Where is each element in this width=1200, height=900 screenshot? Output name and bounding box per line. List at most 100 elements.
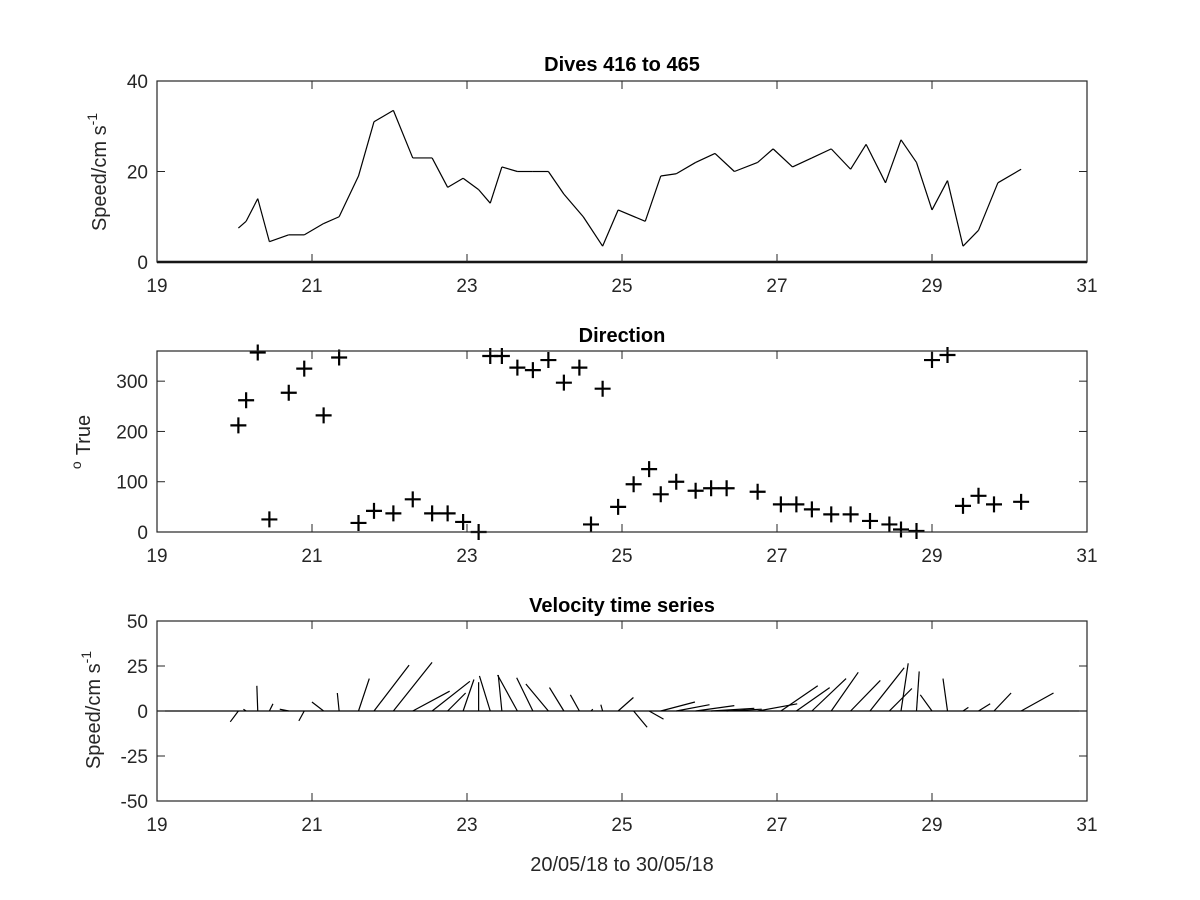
direction-point	[404, 491, 421, 508]
speed-xtick-label: 27	[766, 276, 787, 297]
speed-panel: Dives 416 to 465 Speed/cm s-1 19 21 23 25 27…	[84, 54, 1098, 297]
speed-line-segment	[830, 148, 852, 170]
speed-line-segment	[547, 171, 565, 195]
speed-line-segment	[644, 175, 662, 222]
velocity-stick	[243, 708, 247, 712]
velocity-ytick-label: 0	[137, 702, 148, 723]
speed-line-segment	[245, 198, 259, 222]
speed-line-segment	[447, 177, 464, 188]
velocity-stick	[279, 708, 289, 712]
speed-ytick-label: 20	[127, 163, 148, 184]
velocity-xtick-label: 19	[146, 815, 167, 836]
direction-point	[749, 483, 766, 500]
direction-point	[986, 496, 1002, 513]
velocity-stick	[431, 680, 471, 712]
direction-ytick-label: 0	[137, 523, 148, 544]
direction-xtick-label: 21	[301, 546, 322, 567]
direction-point	[571, 359, 588, 376]
speed-line-segment	[338, 175, 360, 218]
direction-point	[455, 513, 472, 530]
speed-line-segment	[660, 173, 677, 177]
speed-line-segment	[373, 109, 394, 123]
direction-point	[641, 461, 658, 478]
velocity-stick	[590, 708, 594, 712]
velocity-stick	[516, 677, 534, 712]
velocity-xtick-label: 25	[611, 815, 632, 836]
direction-panel-ylabel: oTrue	[68, 415, 95, 469]
direction-point	[652, 486, 669, 503]
speed-xtick-label: 31	[1076, 276, 1097, 297]
direction-point	[583, 516, 599, 533]
velocity-ytick-label: -25	[121, 747, 148, 768]
speed-line-segment	[946, 180, 964, 247]
speed-line-segment	[772, 148, 793, 168]
velocity-xtick-label: 29	[921, 815, 942, 836]
direction-point	[908, 522, 925, 539]
speed-line-segment	[811, 148, 832, 159]
direction-point	[1013, 493, 1030, 510]
direction-point	[939, 347, 956, 364]
velocity-stick	[1020, 692, 1054, 712]
velocity-stick	[229, 710, 239, 723]
velocity-stick	[757, 703, 798, 712]
speed-line-segment	[501, 166, 518, 173]
speed-line-segment	[462, 177, 479, 191]
velocity-stick	[497, 674, 518, 712]
direction-ytick-label: 100	[116, 473, 148, 494]
direction-panel-frame	[156, 350, 1088, 533]
direction-point	[594, 380, 611, 397]
direction-ytick-label: 300	[116, 372, 148, 393]
velocity-stick	[850, 679, 881, 712]
direction-point	[540, 352, 557, 369]
velocity-stick	[633, 710, 648, 728]
velocity-stick	[256, 685, 259, 712]
velocity-stick	[695, 705, 735, 712]
speed-line-segment	[269, 234, 289, 243]
direction-point	[718, 480, 735, 497]
direction-point	[331, 349, 348, 366]
speed-line-segment	[962, 229, 979, 247]
velocity-stick	[548, 687, 565, 712]
speed-line-segment	[357, 121, 375, 177]
velocity-xtick-label: 21	[301, 815, 322, 836]
direction-xtick-label: 27	[766, 546, 787, 567]
velocity-stick	[617, 697, 634, 712]
velocity-stick	[942, 678, 949, 712]
velocity-xtick-label: 23	[456, 815, 477, 836]
direction-xtick-label: 29	[921, 546, 942, 567]
speed-line-segment	[489, 166, 503, 204]
speed-ytick-label: 40	[127, 72, 148, 93]
speed-line-segment	[884, 139, 902, 184]
velocity-xtick-label: 31	[1076, 815, 1097, 836]
velocity-stick	[648, 710, 664, 720]
velocity-stick	[888, 688, 913, 712]
speed-panel-title: Dives 416 to 465	[544, 54, 700, 76]
direction-point	[261, 511, 278, 528]
speed-line-segment	[617, 209, 646, 222]
direction-xtick-label: 19	[146, 546, 167, 567]
direction-point	[842, 506, 859, 523]
velocity-stick	[392, 662, 433, 712]
direction-point	[366, 502, 382, 519]
direction-point	[703, 480, 720, 497]
speed-line-segment	[865, 144, 887, 184]
direction-xtick-label: 23	[456, 546, 477, 567]
speed-line-segment	[602, 209, 619, 247]
speed-line-segment	[257, 198, 270, 242]
velocity-stick	[357, 678, 370, 712]
direction-point	[509, 359, 526, 376]
speed-line-segment	[563, 193, 584, 218]
velocity-stick	[726, 708, 762, 712]
direction-point	[315, 407, 332, 424]
speed-ytick-label: 0	[137, 253, 148, 274]
direction-point	[296, 360, 313, 377]
velocity-stick	[600, 704, 604, 712]
direction-point	[893, 521, 909, 538]
velocity-panel: Velocity time series Speed/cm s-1 20/05/…	[78, 595, 1098, 876]
direction-point	[230, 417, 247, 434]
speed-line-segment	[431, 157, 449, 188]
direction-point	[803, 501, 820, 518]
velocity-stick	[525, 683, 549, 712]
velocity-stick	[447, 692, 467, 712]
